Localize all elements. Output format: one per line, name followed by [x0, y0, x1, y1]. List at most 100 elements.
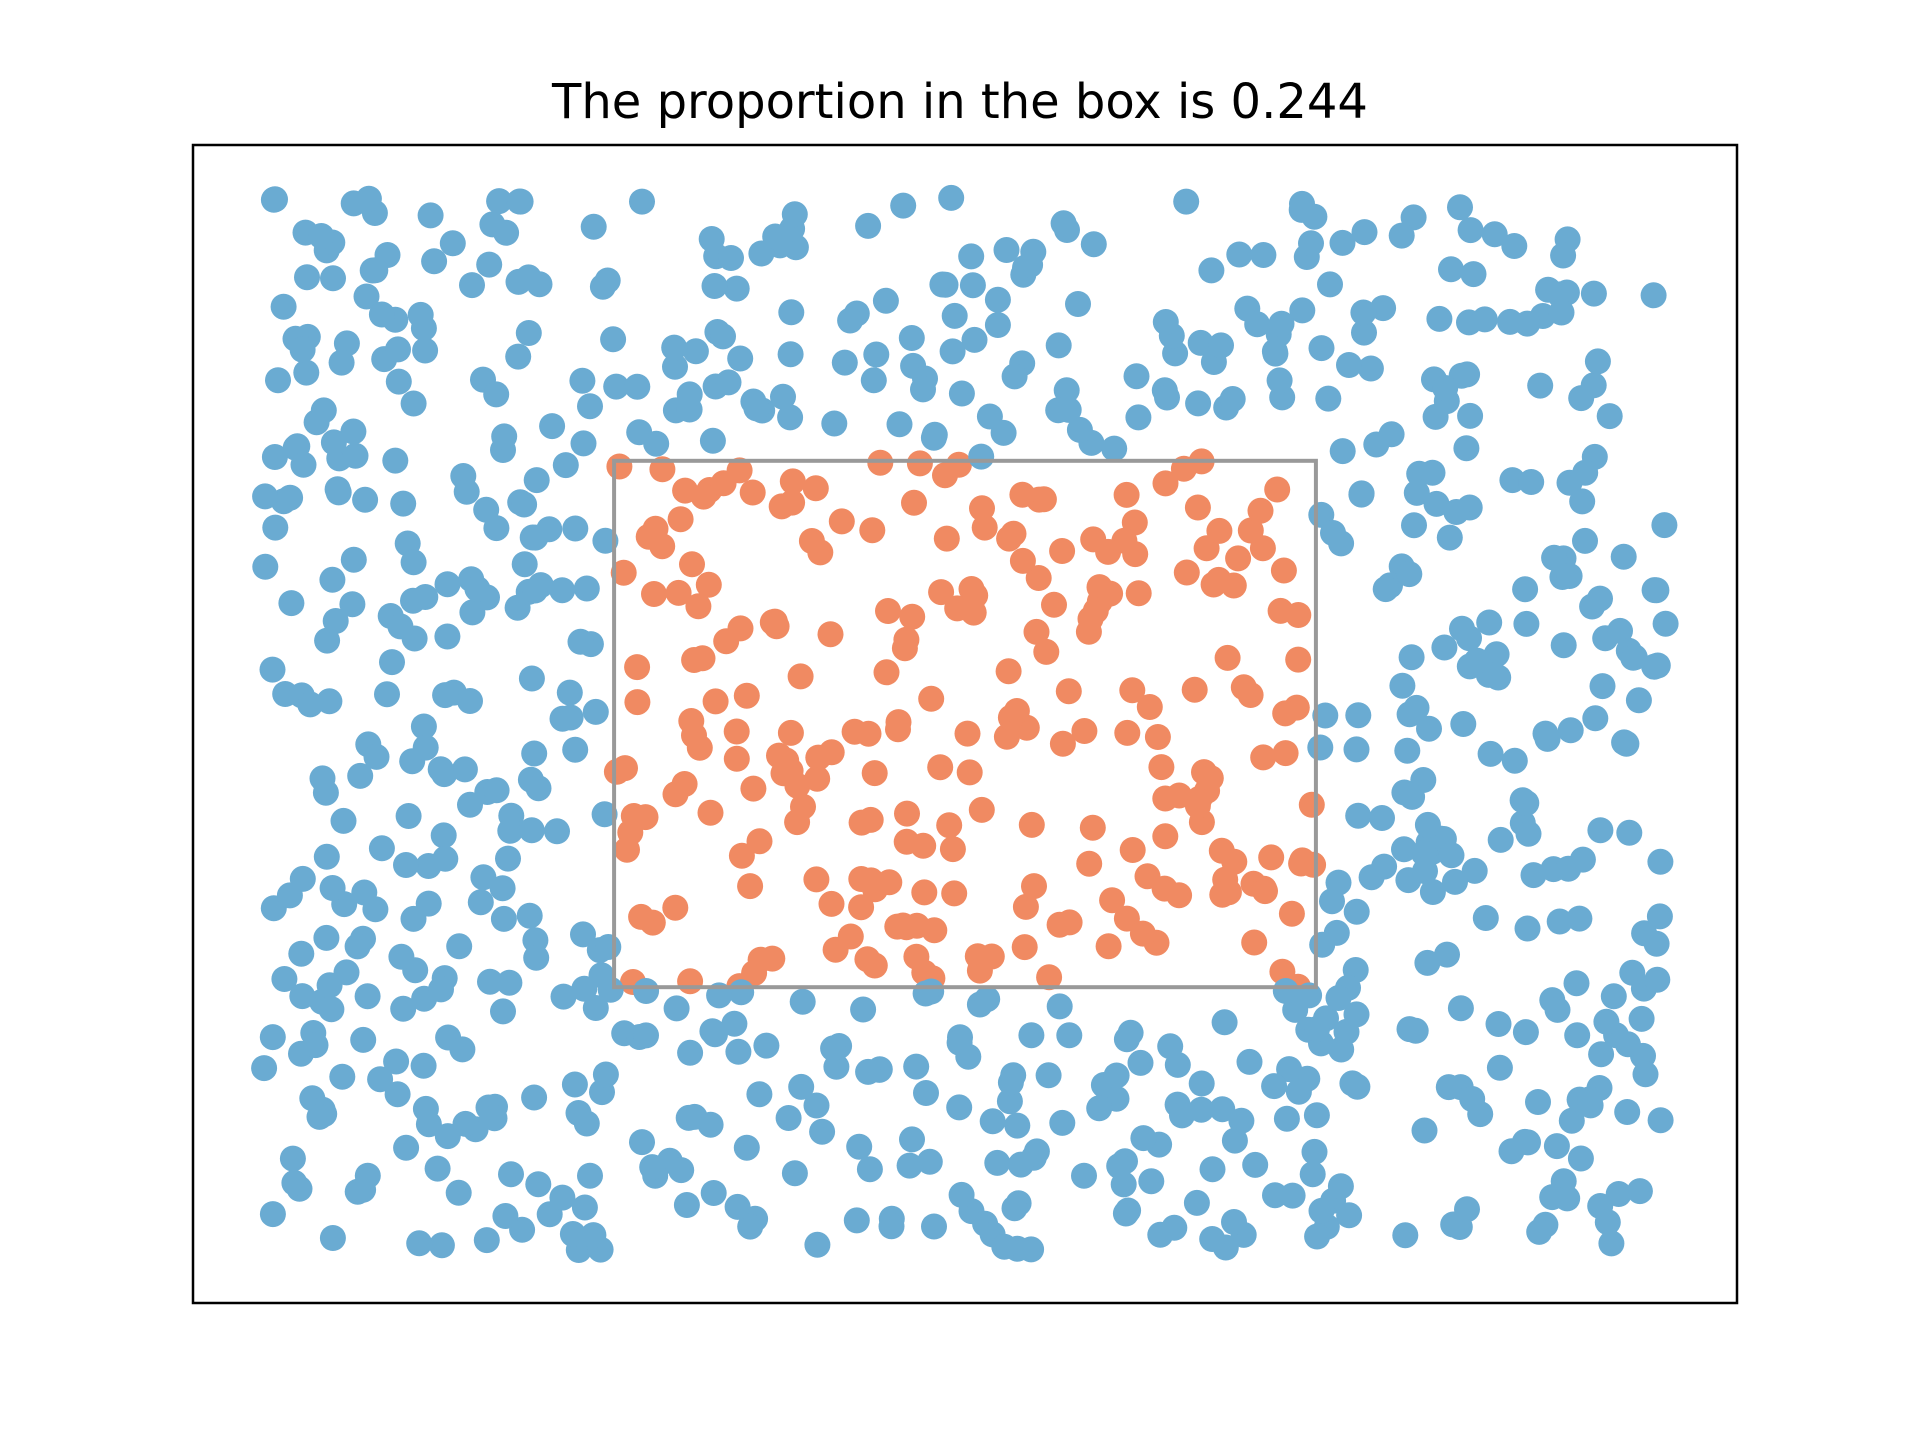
- point-outside-box: [718, 245, 744, 271]
- point-inside-box: [903, 943, 930, 970]
- point-inside-box: [1046, 911, 1073, 938]
- point-inside-box: [1285, 646, 1312, 673]
- point-outside-box: [663, 995, 690, 1022]
- point-outside-box: [1646, 903, 1673, 930]
- point-outside-box: [1438, 256, 1464, 283]
- point-outside-box: [428, 1232, 455, 1259]
- point-outside-box: [1532, 720, 1559, 747]
- point-outside-box: [382, 447, 409, 474]
- point-outside-box: [921, 1213, 947, 1240]
- point-outside-box: [1152, 309, 1179, 335]
- point-inside-box: [906, 450, 933, 477]
- point-outside-box: [1568, 385, 1595, 412]
- point-outside-box: [700, 1180, 727, 1206]
- point-outside-box: [1309, 931, 1336, 958]
- point-inside-box: [1225, 545, 1252, 572]
- point-outside-box: [1501, 747, 1528, 774]
- point-inside-box: [899, 603, 926, 630]
- point-outside-box: [1423, 490, 1450, 517]
- point-outside-box: [259, 656, 286, 683]
- point-inside-box: [802, 475, 829, 502]
- point-outside-box: [1582, 705, 1609, 732]
- point-outside-box: [1512, 576, 1539, 603]
- point-outside-box: [1416, 715, 1442, 742]
- point-outside-box: [1414, 811, 1441, 838]
- point-outside-box: [1460, 261, 1487, 288]
- point-inside-box: [737, 873, 764, 900]
- point-outside-box: [562, 515, 589, 542]
- point-outside-box: [297, 691, 324, 718]
- point-outside-box: [753, 1032, 780, 1059]
- point-inside-box: [733, 682, 760, 709]
- point-outside-box: [1613, 730, 1640, 757]
- point-outside-box: [412, 337, 439, 364]
- point-outside-box: [1644, 652, 1671, 679]
- point-outside-box: [890, 192, 917, 219]
- point-outside-box: [781, 201, 808, 228]
- point-outside-box: [424, 1155, 451, 1182]
- point-outside-box: [308, 223, 335, 249]
- point-outside-box: [1414, 949, 1441, 976]
- point-outside-box: [577, 393, 603, 420]
- point-outside-box: [278, 590, 305, 617]
- point-inside-box: [1095, 933, 1122, 960]
- point-outside-box: [1049, 1109, 1076, 1136]
- point-outside-box: [252, 483, 279, 510]
- point-outside-box: [457, 688, 483, 714]
- point-outside-box: [939, 338, 966, 365]
- point-outside-box: [1345, 702, 1372, 729]
- point-outside-box: [886, 411, 913, 438]
- point-outside-box: [525, 775, 552, 802]
- point-outside-box: [1607, 617, 1633, 644]
- point-inside-box: [746, 828, 773, 855]
- point-outside-box: [293, 359, 320, 386]
- point-outside-box: [344, 1178, 371, 1205]
- point-outside-box: [1065, 291, 1091, 317]
- point-outside-box: [511, 551, 538, 578]
- point-inside-box: [784, 809, 811, 836]
- point-outside-box: [516, 902, 543, 929]
- point-outside-box: [1336, 352, 1362, 378]
- point-outside-box: [1398, 644, 1425, 671]
- point-outside-box: [860, 367, 887, 394]
- point-outside-box: [1481, 221, 1508, 248]
- point-outside-box: [1411, 1117, 1438, 1144]
- point-outside-box: [1343, 1001, 1370, 1028]
- point-outside-box: [1327, 1173, 1354, 1200]
- point-outside-box: [737, 1213, 764, 1240]
- point-inside-box: [876, 869, 903, 896]
- point-outside-box: [1343, 736, 1370, 763]
- point-outside-box: [430, 822, 457, 849]
- point-outside-box: [1125, 404, 1152, 431]
- point-outside-box: [896, 1152, 923, 1179]
- point-outside-box: [363, 743, 390, 770]
- point-outside-box: [1419, 459, 1446, 486]
- point-inside-box: [739, 479, 766, 506]
- point-outside-box: [427, 756, 454, 783]
- point-outside-box: [445, 1179, 472, 1206]
- point-outside-box: [511, 491, 538, 518]
- point-outside-box: [1317, 271, 1343, 298]
- point-outside-box: [1518, 469, 1545, 495]
- point-inside-box: [1152, 823, 1179, 850]
- selection-box: [612, 458, 1318, 990]
- point-outside-box: [344, 933, 371, 960]
- point-outside-box: [539, 413, 566, 440]
- point-inside-box: [667, 506, 694, 533]
- point-outside-box: [1628, 1005, 1655, 1032]
- point-outside-box: [592, 527, 619, 554]
- point-outside-box: [762, 223, 789, 250]
- point-outside-box: [639, 1154, 666, 1181]
- point-outside-box: [910, 376, 936, 403]
- plot-frame: [191, 143, 1739, 1305]
- point-outside-box: [453, 478, 480, 505]
- point-outside-box: [412, 734, 439, 761]
- point-outside-box: [1372, 576, 1399, 603]
- point-outside-box: [367, 1066, 394, 1093]
- scatter-points: [251, 184, 1679, 1263]
- point-outside-box: [1464, 647, 1490, 674]
- point-outside-box: [946, 1029, 973, 1056]
- point-inside-box: [1237, 517, 1264, 544]
- point-outside-box: [1487, 826, 1514, 853]
- point-outside-box: [913, 1080, 939, 1106]
